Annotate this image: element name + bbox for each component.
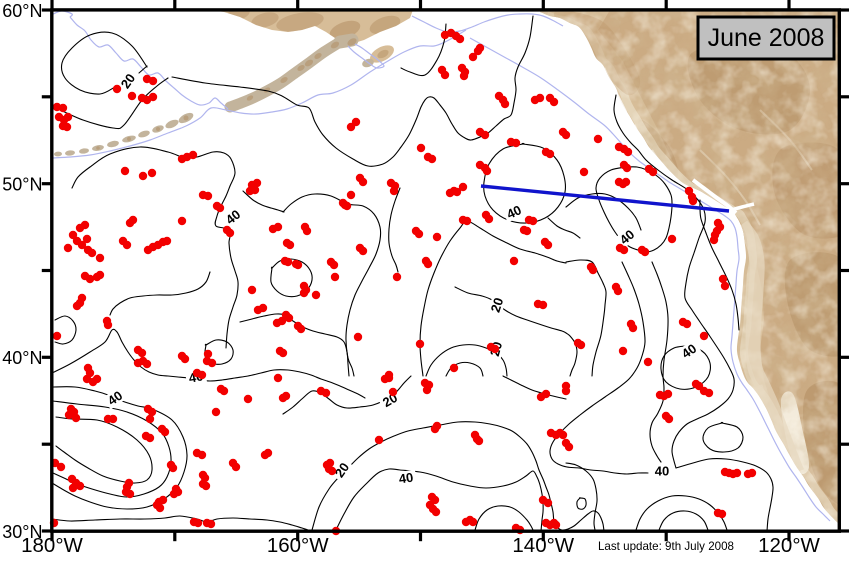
svg-text:20: 20 <box>118 71 139 91</box>
svg-text:40: 40 <box>398 470 414 487</box>
svg-text:June 2008: June 2008 <box>708 24 825 52</box>
svg-text:20: 20 <box>488 296 507 314</box>
svg-text:20: 20 <box>332 460 353 480</box>
svg-text:40: 40 <box>655 464 669 479</box>
svg-text:120°W: 120°W <box>758 534 820 557</box>
svg-text:40: 40 <box>504 202 523 222</box>
svg-text:160°W: 160°W <box>267 534 329 557</box>
svg-text:40: 40 <box>679 341 699 362</box>
svg-text:180°W: 180°W <box>21 534 83 557</box>
svg-text:60°N: 60°N <box>2 1 42 21</box>
svg-text:Last update: 9th July 2008: Last update: 9th July 2008 <box>598 540 734 553</box>
svg-text:40°N: 40°N <box>2 348 42 368</box>
svg-text:30°N: 30°N <box>2 522 42 542</box>
svg-text:40: 40 <box>105 388 125 409</box>
svg-text:140°W: 140°W <box>512 534 574 557</box>
svg-text:50°N: 50°N <box>2 175 42 195</box>
